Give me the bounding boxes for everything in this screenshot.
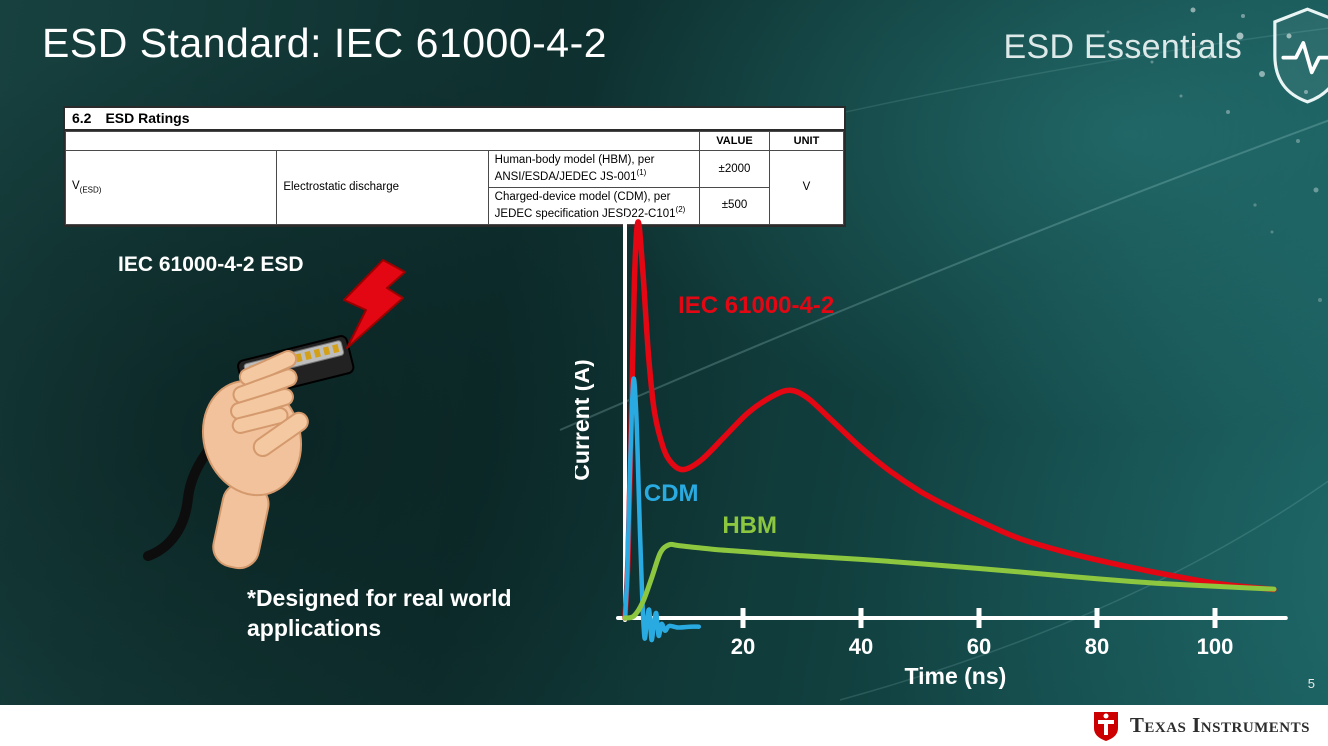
esd-shield-icon — [1273, 7, 1328, 104]
unit-cell: V — [769, 150, 844, 225]
series-label-hbm: HBM — [722, 512, 777, 539]
series-iec-61000-4-2 — [622, 219, 1277, 621]
esd-waveform-chart: 20 40 60 80 100 Time (ns) Current (A) IEC 61000… — [568, 210, 1315, 705]
hand — [201, 350, 309, 570]
x-tick-label: 100 — [1197, 634, 1234, 659]
bokeh-dots — [1106, 7, 1322, 302]
x-tick-label: 60 — [967, 634, 991, 659]
page-number: 5 — [1307, 676, 1315, 691]
illustration-label: IEC 61000-4-2 ESD — [118, 253, 304, 276]
section-number: 6.2 — [72, 110, 92, 126]
x-axis-title: Time (ns) — [904, 663, 1006, 689]
ti-logo-bug-icon — [1093, 711, 1118, 741]
section-title: ESD Ratings — [105, 110, 190, 126]
x-tick-label: 20 — [731, 634, 755, 659]
designed-note: *Designed for real world applications — [247, 585, 512, 641]
cdm-value-cell: ±500 — [699, 187, 770, 225]
datasheet-excerpt: 6.2 ESD Ratings VALUE UNIT V(ESD) Electro… — [63, 106, 846, 227]
cdm-description-cell: Charged-device model (CDM), per JEDEC sp… — [487, 187, 701, 225]
table-section-heading: 6.2 ESD Ratings — [65, 108, 844, 131]
col-header-value: VALUE — [699, 130, 770, 152]
y-axis-title: Current (A) — [575, 359, 594, 480]
x-tick-label: 40 — [849, 634, 873, 659]
esd-ratings-table: VALUE UNIT V(ESD) Electrostatic discharg… — [64, 130, 844, 225]
series-hbm — [622, 541, 1277, 621]
ti-logo-text: Texas Instruments — [1129, 713, 1310, 737]
col-header-unit: UNIT — [769, 130, 844, 152]
series-brand: ESD Essentials — [1003, 28, 1242, 66]
slide-title: ESD Standard: IEC 61000-4-2 — [42, 20, 608, 66]
series-label-iec-61000-4-2: IEC 61000-4-2 — [678, 292, 834, 319]
esd-chart-svg: 20 40 60 80 100 Time (ns) Current (A) IEC 61000… — [568, 216, 1288, 689]
hbm-value-cell: ±2000 — [699, 150, 770, 188]
footer-bar: Texas Instruments — [0, 705, 1328, 746]
parameter-cell: Electrostatic discharge — [276, 150, 489, 225]
hand-holding-connector-illustration — [143, 259, 406, 570]
blank-header-cell — [65, 130, 700, 152]
pulse-line-icon — [1281, 41, 1328, 75]
symbol-cell: V(ESD) — [64, 150, 278, 225]
lightning-bolt-icon — [343, 259, 406, 349]
x-tick-label: 80 — [1085, 634, 1109, 659]
series-cdm — [622, 376, 702, 643]
hbm-description-cell: Human-body model (HBM), per ANSI/ESDA/JE… — [487, 150, 701, 188]
series-label-cdm: CDM — [644, 480, 699, 507]
